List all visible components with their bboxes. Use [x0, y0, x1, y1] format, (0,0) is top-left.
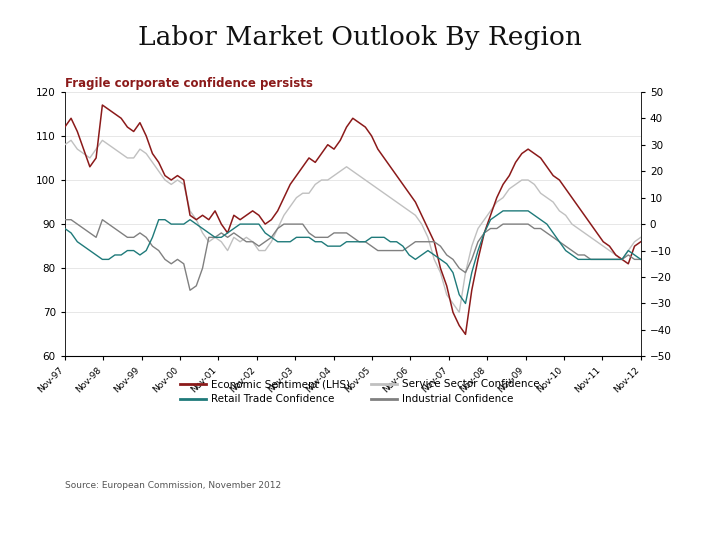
- Text: Fragile corporate confidence persists: Fragile corporate confidence persists: [65, 77, 312, 90]
- Text: Labor Market Outlook By Region: Labor Market Outlook By Region: [138, 25, 582, 50]
- Text: Source: European Commission, November 2012: Source: European Commission, November 20…: [65, 482, 281, 490]
- Legend: Economic Sentiment (LHS), Retail Trade Confidence, Service Sector Confidence, In: Economic Sentiment (LHS), Retail Trade C…: [176, 375, 544, 409]
